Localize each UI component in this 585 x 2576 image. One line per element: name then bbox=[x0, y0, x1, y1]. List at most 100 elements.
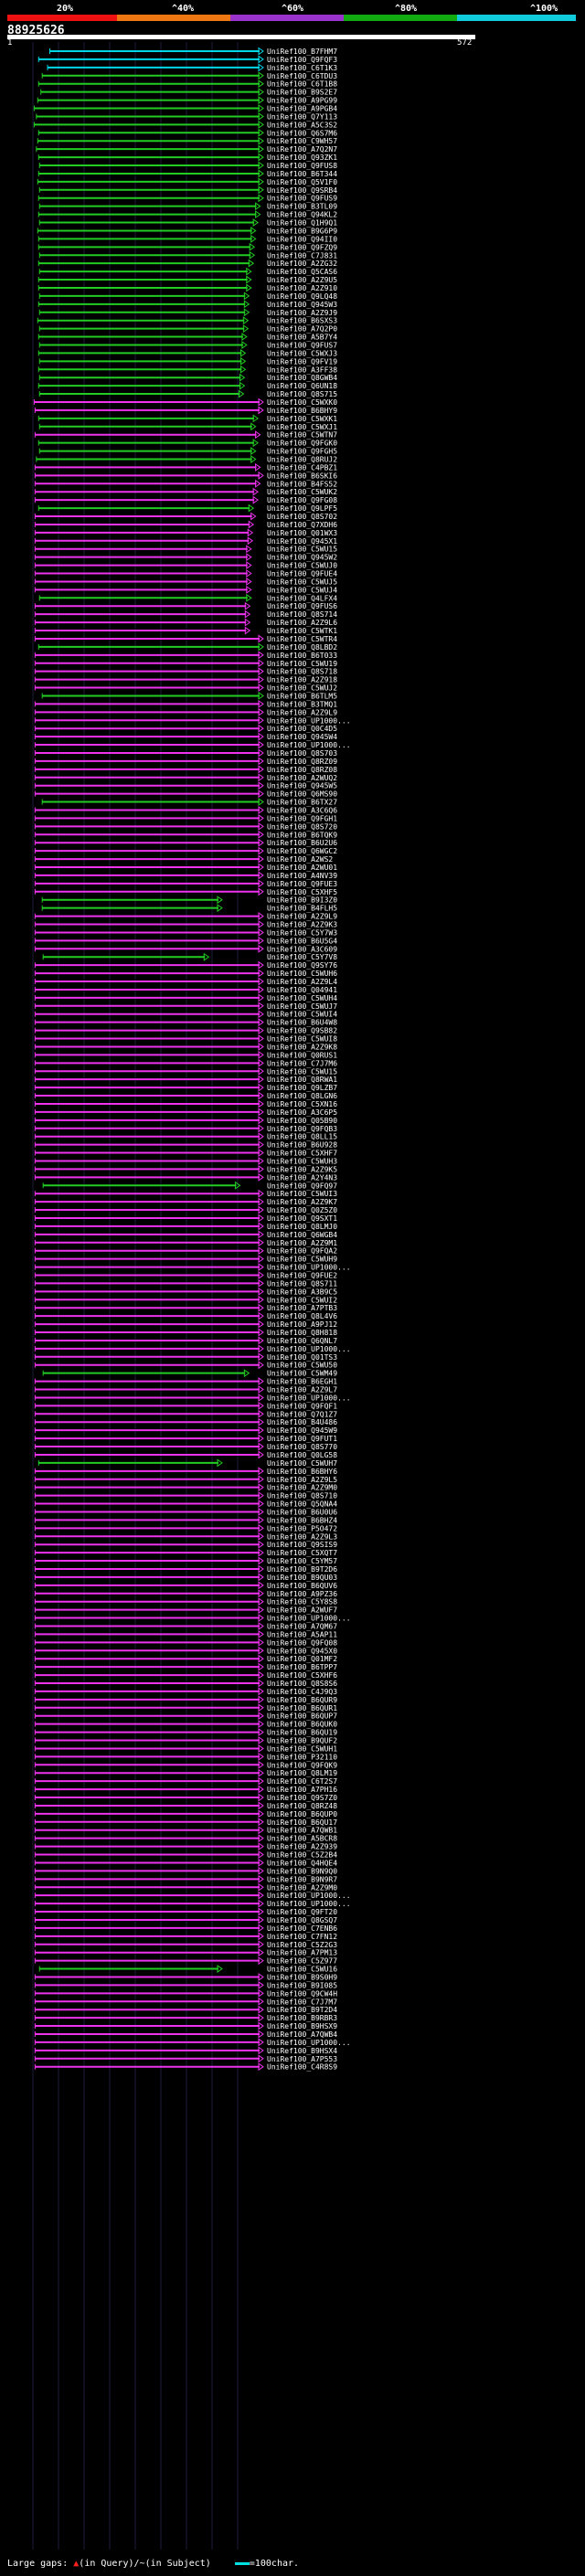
hit-row[interactable]: UniRef100_B6U4W8 bbox=[34, 1018, 337, 1027]
hit-row[interactable]: UniRef100_A2Z9L5 bbox=[34, 1475, 337, 1484]
hit-row[interactable]: UniRef100_C5WU15 bbox=[34, 1066, 337, 1076]
hit-label[interactable]: UniRef100_A2Z9L4 bbox=[267, 978, 337, 986]
hit-row[interactable]: UniRef100_Q6UN18 bbox=[37, 381, 337, 390]
hit-row[interactable]: UniRef100_Q4HQE4 bbox=[34, 1858, 337, 1867]
hit-row[interactable]: UniRef100_A2Z9K3 bbox=[34, 920, 337, 929]
hit-label[interactable]: UniRef100_Q9S7Z0 bbox=[267, 1794, 337, 1802]
hit-label[interactable]: UniRef100_Q8LM19 bbox=[267, 1769, 337, 1777]
hit-row[interactable]: UniRef100_B6U928 bbox=[34, 1140, 337, 1150]
hit-row[interactable]: UniRef100_B6TQK9 bbox=[34, 830, 337, 839]
hit-label[interactable]: UniRef100_A2WU01 bbox=[267, 864, 337, 872]
hit-label[interactable]: UniRef100_Q9FQ08 bbox=[267, 1638, 337, 1647]
hit-row[interactable]: UniRef100_B6U0U6 bbox=[34, 1508, 337, 1516]
hit-label[interactable]: UniRef100_Q05B90 bbox=[267, 1117, 337, 1125]
hit-row[interactable]: UniRef100_C6T1K3 bbox=[47, 63, 337, 72]
hit-label[interactable]: UniRef100_Q9FUT1 bbox=[267, 1435, 337, 1443]
hit-label[interactable]: UniRef100_Q9FQB3 bbox=[267, 1125, 337, 1133]
hit-label[interactable]: UniRef100_Q8S718 bbox=[267, 668, 337, 676]
hit-label[interactable]: UniRef100_Q9SY76 bbox=[267, 961, 337, 970]
hit-row[interactable]: UniRef100_B9S0H9 bbox=[34, 1973, 337, 1981]
hit-label[interactable]: UniRef100_B9I3Z0 bbox=[267, 896, 337, 905]
hit-label[interactable]: UniRef100_Q9LZB7 bbox=[267, 1084, 337, 1092]
hit-label[interactable]: UniRef100_Q9SRB4 bbox=[267, 186, 337, 195]
hit-row[interactable]: UniRef100_Q9FUE3 bbox=[34, 879, 337, 888]
hit-row[interactable]: UniRef100_Q9FZQ9 bbox=[37, 242, 337, 251]
hit-label[interactable]: UniRef100_C9WH57 bbox=[267, 137, 337, 145]
hit-label[interactable]: UniRef100_UP1000... bbox=[267, 1900, 351, 1908]
hit-label[interactable]: UniRef100_Q9FV19 bbox=[267, 357, 337, 366]
hit-row[interactable]: UniRef100_C5WTR4 bbox=[34, 634, 337, 643]
hit-row[interactable]: UniRef100_Q9SRB4 bbox=[38, 186, 337, 195]
hit-label[interactable]: UniRef100_B6QUP7 bbox=[267, 1712, 337, 1721]
hit-row[interactable]: UniRef100_A2Z918 bbox=[34, 675, 337, 684]
hit-label[interactable]: UniRef100_A2WS2 bbox=[267, 855, 333, 864]
hit-label[interactable]: UniRef100_C5YM57 bbox=[267, 1557, 337, 1565]
hit-label[interactable]: UniRef100_C5WUI2 bbox=[267, 1296, 337, 1304]
hit-label[interactable]: UniRef100_B6QUR1 bbox=[267, 1704, 337, 1712]
hit-row[interactable]: UniRef100_A2Z9L9 bbox=[34, 707, 337, 716]
hit-label[interactable]: UniRef100_B9HSX9 bbox=[267, 2022, 337, 2030]
hit-row[interactable]: UniRef100_A2Z910 bbox=[37, 283, 337, 292]
hit-label[interactable]: UniRef100_A3C6Q6 bbox=[267, 806, 337, 814]
hit-label[interactable]: UniRef100_Q8S702 bbox=[267, 513, 337, 521]
hit-row[interactable]: UniRef100_Q01WX3 bbox=[34, 528, 337, 537]
hit-row[interactable]: UniRef100_Q93ZK1 bbox=[37, 153, 337, 162]
hit-label[interactable]: UniRef100_Q9FGK0 bbox=[267, 440, 337, 448]
hit-row[interactable]: UniRef100_Q5QNA4 bbox=[34, 1500, 337, 1509]
hit-row[interactable]: UniRef100_Q9SB82 bbox=[34, 1026, 337, 1035]
hit-row[interactable]: UniRef100_Q8S710 bbox=[34, 1491, 337, 1500]
hit-row[interactable]: UniRef100_Q8RWA1 bbox=[34, 1075, 337, 1084]
hit-row[interactable]: UniRef100_Q9FT20 bbox=[34, 1907, 337, 1916]
hit-row[interactable]: UniRef100_C5WXK1 bbox=[37, 414, 337, 423]
hit-row[interactable]: UniRef100_B9QU03 bbox=[34, 1573, 337, 1582]
hit-label[interactable]: UniRef100_Q0RUS1 bbox=[267, 1051, 337, 1059]
hit-row[interactable]: UniRef100_Q8S715 bbox=[38, 389, 337, 398]
hit-label[interactable]: UniRef100_UP1000... bbox=[267, 1345, 351, 1353]
hit-row[interactable]: UniRef100_Q8GSQ7 bbox=[34, 1915, 337, 1924]
hit-row[interactable]: UniRef100_C5WUI8 bbox=[34, 1034, 337, 1044]
hit-label[interactable]: UniRef100_A7Q2P0 bbox=[267, 325, 337, 334]
hit-label[interactable]: UniRef100_Q9FQF1 bbox=[267, 1402, 337, 1410]
hit-label[interactable]: UniRef100_C5WUH9 bbox=[267, 1256, 337, 1264]
hit-label[interactable]: UniRef100_Q945X0 bbox=[267, 1647, 337, 1655]
hit-row[interactable]: UniRef100_C9WH57 bbox=[37, 136, 337, 145]
hit-row[interactable]: UniRef100_Q9FUT1 bbox=[34, 1434, 337, 1443]
hit-label[interactable]: UniRef100_A4NV39 bbox=[267, 872, 337, 880]
hit-row[interactable]: UniRef100_Q8RZ08 bbox=[34, 765, 337, 774]
hit-row[interactable]: UniRef100_B9T2D6 bbox=[34, 1564, 337, 1574]
hit-label[interactable]: UniRef100_C5WUI4 bbox=[267, 1011, 337, 1019]
hit-row[interactable]: UniRef100_C5WU16 bbox=[38, 1965, 337, 1974]
hit-row[interactable]: UniRef100_C6T1B8 bbox=[37, 80, 337, 89]
hit-label[interactable]: UniRef100_C5WXK1 bbox=[267, 415, 337, 423]
hit-label[interactable]: UniRef100_Q9FUS7 bbox=[267, 341, 337, 349]
hit-label[interactable]: UniRef100_C5WTK1 bbox=[267, 627, 337, 635]
hit-row[interactable]: UniRef100_Q6MS90 bbox=[34, 790, 337, 799]
hit-label[interactable]: UniRef100_P5O472 bbox=[267, 1524, 337, 1532]
hit-label[interactable]: UniRef100_C7J831 bbox=[267, 251, 337, 260]
hit-row[interactable]: UniRef100_B9I3Z0 bbox=[41, 896, 337, 905]
hit-row[interactable]: UniRef100_A2Z939 bbox=[34, 1842, 337, 1851]
hit-row[interactable]: UniRef100_P32110 bbox=[34, 1752, 337, 1761]
hit-row[interactable]: UniRef100_B4FLH5 bbox=[41, 904, 337, 913]
hit-row[interactable]: UniRef100_Q945W3 bbox=[37, 300, 337, 309]
hit-row[interactable]: UniRef100_A5C3S2 bbox=[33, 120, 337, 129]
hit-label[interactable]: UniRef100_A2WUQ2 bbox=[267, 774, 337, 782]
hit-label[interactable]: UniRef100_C5WU15 bbox=[267, 546, 337, 554]
hit-label[interactable]: UniRef100_Q01TS3 bbox=[267, 1353, 337, 1362]
hit-label[interactable]: UniRef100_C5Y8S8 bbox=[267, 1598, 337, 1606]
hit-row[interactable]: UniRef100_Q8S718 bbox=[34, 667, 337, 676]
hit-label[interactable]: UniRef100_A2Z939 bbox=[267, 1843, 337, 1851]
hit-row[interactable]: UniRef100_A3C6Q6 bbox=[34, 806, 337, 814]
hit-row[interactable]: UniRef100_A2Z9K8 bbox=[34, 1042, 337, 1051]
hit-label[interactable]: UniRef100_A5AP11 bbox=[267, 1630, 337, 1638]
hit-label[interactable]: UniRef100_C6T2S7 bbox=[267, 1777, 337, 1786]
hit-label[interactable]: UniRef100_Q5CAS6 bbox=[267, 268, 337, 276]
hit-row[interactable]: UniRef100_Q945W2 bbox=[34, 553, 337, 562]
hit-label[interactable]: UniRef100_A7QM67 bbox=[267, 1622, 337, 1630]
hit-label[interactable]: UniRef100_Q9FUS9 bbox=[267, 195, 337, 203]
hit-label[interactable]: UniRef100_B6QUV6 bbox=[267, 1582, 337, 1590]
hit-row[interactable]: UniRef100_C4J9Q3 bbox=[34, 1687, 337, 1696]
hit-label[interactable]: UniRef100_C5Y7W3 bbox=[267, 928, 337, 937]
hit-row[interactable]: UniRef100_Q9FUS8 bbox=[38, 161, 337, 170]
hit-label[interactable]: UniRef100_C5Z2B4 bbox=[267, 1851, 337, 1860]
